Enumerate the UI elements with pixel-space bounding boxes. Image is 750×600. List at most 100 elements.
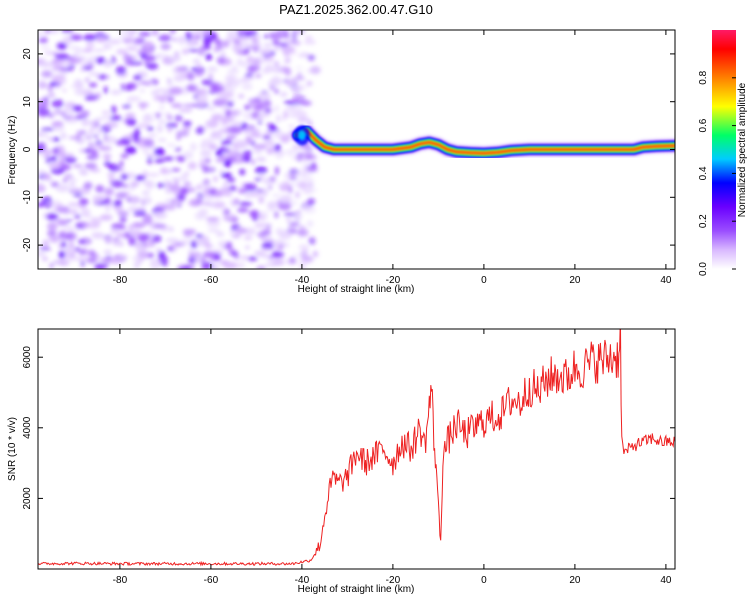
noise-blob [109, 258, 119, 262]
noise-blob [223, 181, 229, 186]
noise-blob [215, 189, 229, 197]
noise-blob [297, 116, 310, 123]
snr-series-line [38, 329, 675, 567]
y-tick-label: 10 [22, 96, 33, 108]
noise-blob [231, 121, 243, 127]
noise-blob [241, 76, 255, 81]
noise-blob [283, 100, 294, 104]
noise-blob [255, 166, 268, 174]
noise-blob [133, 74, 142, 81]
noise-blob [177, 193, 186, 202]
noise-blob [47, 222, 58, 231]
noise-blob [203, 30, 209, 34]
colorbar-ticks: 0.0 0.2 0.4 0.6 0.8 [698, 70, 736, 276]
ridge-band [296, 129, 675, 155]
noise-blob [119, 33, 131, 40]
noise-blob [93, 48, 106, 53]
noise-blob [89, 127, 94, 134]
noise-blob [68, 242, 75, 249]
y-tick-label: 20 [22, 48, 33, 60]
noise-blob [129, 195, 141, 205]
noise-blob [187, 161, 197, 170]
noise-blob [265, 108, 271, 113]
noise-blob [229, 229, 235, 236]
noise-blob [259, 222, 273, 226]
noise-blob [219, 169, 224, 174]
noise-blob [54, 69, 66, 73]
noise-blob [189, 142, 197, 152]
noise-blob [136, 250, 149, 255]
noise-blob [121, 183, 130, 189]
noise-blob [177, 265, 191, 269]
noise-blob [77, 239, 86, 244]
noise-blob [158, 119, 166, 124]
noise-blob [90, 250, 96, 259]
noise-blob [277, 42, 289, 47]
noise-blob [269, 77, 283, 86]
x-tick-label: -40 [295, 275, 310, 286]
noise-blob [143, 138, 155, 148]
noise-blob [274, 61, 280, 67]
noise-blob [307, 54, 316, 61]
noise-blob [221, 149, 231, 153]
noise-blob [241, 83, 253, 91]
colorbar [712, 30, 736, 269]
noise-blob [182, 228, 197, 235]
noise-blob [138, 31, 152, 37]
noise-blob [283, 30, 288, 38]
noise-blob [137, 122, 151, 129]
noise-blob [282, 242, 290, 248]
noise-blob [208, 73, 214, 80]
noise-blob [58, 243, 63, 250]
noise-blob [243, 156, 250, 161]
noise-blob [103, 135, 117, 144]
noise-blob [38, 108, 51, 117]
noise-blob [62, 157, 73, 161]
noise-blob [110, 105, 117, 114]
noise-blob [284, 59, 291, 64]
noise-blob [295, 65, 303, 71]
noise-blob [115, 140, 125, 146]
noise-blob [92, 134, 100, 138]
noise-blob [107, 173, 116, 177]
noise-blob [305, 144, 313, 154]
noise-blob [298, 225, 306, 229]
noise-blob [103, 86, 109, 94]
noise-blob [196, 64, 202, 71]
noise-blob [283, 39, 295, 43]
spectrogram-y-ticks: -20 -10 0 10 20 [22, 48, 675, 252]
noise-blob [259, 247, 274, 251]
noise-blob [149, 258, 163, 264]
noise-blob [236, 139, 249, 149]
noise-blob [75, 256, 89, 262]
noise-blob [267, 54, 274, 63]
noise-blob [147, 133, 158, 137]
noise-blob [168, 226, 174, 230]
noise-blob [129, 228, 135, 237]
noise-blob [243, 236, 253, 240]
noise-blob [158, 105, 165, 110]
noise-blob [219, 94, 226, 99]
noise-blob [154, 158, 165, 164]
noise-blob [248, 210, 261, 218]
noise-blob [139, 88, 146, 93]
noise-blob [180, 187, 189, 194]
noise-blob [61, 59, 72, 68]
noise-blob [211, 114, 223, 122]
noise-blob [226, 177, 236, 183]
noise-blob [233, 198, 240, 205]
noise-blob [39, 61, 54, 68]
noise-blob [183, 150, 194, 160]
noise-blob [166, 81, 173, 87]
noise-blob [188, 257, 198, 264]
noise-blob [199, 158, 205, 167]
noise-blob [119, 216, 127, 223]
noise-blob [80, 210, 89, 216]
noise-blob [205, 53, 212, 61]
noise-blob [272, 193, 281, 198]
noise-blob [68, 225, 75, 234]
noise-blob [293, 31, 303, 35]
noise-blob [91, 148, 98, 156]
noise-blob [231, 224, 241, 229]
noise-blob [144, 80, 151, 86]
